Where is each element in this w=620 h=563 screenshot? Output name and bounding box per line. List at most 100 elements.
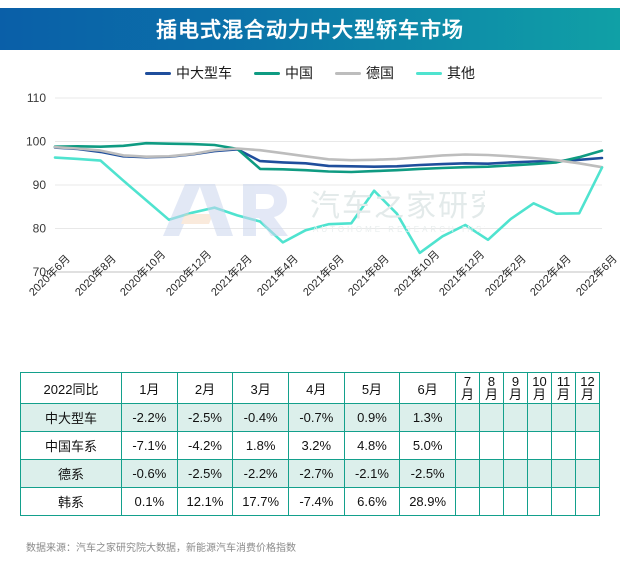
table-cell <box>527 403 552 432</box>
table-cell: 5.0% <box>399 431 456 460</box>
line-chart-svg: 70 80 90 100 110 <box>26 91 604 279</box>
table-cell <box>479 403 504 432</box>
y-axis-tick-label: 100 <box>26 135 46 149</box>
legend-item-2[interactable]: 德国 <box>335 63 394 83</box>
legend-item-label: 德国 <box>366 65 394 81</box>
series-line-3 <box>53 156 604 255</box>
table-cell <box>551 431 576 460</box>
table-cell <box>575 487 600 516</box>
x-axis-labels: 2020年6月 2020年8月 2020年10月 2020年12月 2021年2月 202… <box>0 249 620 360</box>
series-line-1 <box>53 141 604 174</box>
table-cell <box>503 431 528 460</box>
table-header-month: 2月 <box>176 372 234 404</box>
line-swatch <box>145 71 171 75</box>
legend-item-0[interactable]: 中大型车 <box>145 63 232 83</box>
table-header-month: 1月 <box>121 372 178 404</box>
table-cell <box>503 459 528 488</box>
table-cell <box>455 431 480 460</box>
table-cell: 6.6% <box>343 487 401 516</box>
table-header-month: 3月 <box>232 372 289 404</box>
table-cell: -2.5% <box>399 459 456 488</box>
table-cell: -2.7% <box>287 459 345 488</box>
table-header-month: 4月 <box>287 372 345 404</box>
table-header-month: 12 月 <box>575 372 600 404</box>
table-cell <box>503 487 528 516</box>
table-header-month: 5月 <box>343 372 401 404</box>
table-cell: -2.2% <box>121 403 178 432</box>
table-cell: -2.2% <box>232 459 289 488</box>
table-cell <box>503 403 528 432</box>
series-line-2 <box>53 145 604 169</box>
chart-legend: 中大型车 中国 德国 其他 <box>0 60 620 86</box>
table-cell: -2.5% <box>176 459 234 488</box>
table-cell: 0.1% <box>121 487 178 516</box>
page-title: 插电式混合动力中大型轿车市场 <box>156 19 464 42</box>
table-cell <box>551 403 576 432</box>
table-cell: -4.2% <box>176 431 234 460</box>
table-header-month: 10 月 <box>527 372 552 404</box>
table-cell: 17.7% <box>232 487 289 516</box>
table-cell <box>551 487 576 516</box>
table-row-label: 中国车系 <box>20 431 122 460</box>
table-cell: 4.8% <box>343 431 401 460</box>
source-note: 数据来源：汽车之家研究院大数据，新能源汽车消费价格指数 <box>26 543 296 554</box>
y-axis-tick-label: 90 <box>33 178 47 192</box>
table-body: 中大型车 -2.2% -2.5% -0.4% -0.7% 0.9% 1.3% 中国车系 -7.1… <box>20 403 600 516</box>
line-swatch <box>416 71 442 75</box>
table-cell <box>527 459 552 488</box>
y-axis-tick-label: 80 <box>33 222 47 236</box>
table-cell <box>575 403 600 432</box>
table-cell: 12.1% <box>176 487 234 516</box>
table-row: 韩系 0.1% 12.1% 17.7% -7.4% 6.6% 28.9% <box>20 487 600 516</box>
table-cell: -7.1% <box>121 431 178 460</box>
table-header-row: 2022同比 1月 2月 3月 4月 5月 6月 7 月 8 月 9 月 10 月 11 月 12 月 <box>20 372 600 404</box>
table-cell <box>575 459 600 488</box>
table-cell: 3.2% <box>287 431 345 460</box>
table-cell: -7.4% <box>287 487 345 516</box>
comparison-table-wrap: 2022同比 1月 2月 3月 4月 5月 6月 7 月 8 月 9 月 10 月 11 月 12 月 中大型车 -2… <box>20 372 600 516</box>
table-cell: 1.8% <box>232 431 289 460</box>
table-cell: -0.4% <box>232 403 289 432</box>
table-cell <box>479 459 504 488</box>
chart-header-banner: 插电式混合动力中大型轿车市场 <box>0 8 620 50</box>
yoy-comparison-table: 2022同比 1月 2月 3月 4月 5月 6月 7 月 8 月 9 月 10 月 11 月 12 月 中大型车 -2… <box>20 372 600 516</box>
table-row: 中大型车 -2.2% -2.5% -0.4% -0.7% 0.9% 1.3% <box>20 403 600 432</box>
table-cell <box>455 487 480 516</box>
table-row: 德系 -0.6% -2.5% -2.2% -2.7% -2.1% -2.5% <box>20 459 600 488</box>
table-row-label: 德系 <box>20 459 122 488</box>
table-cell <box>527 431 552 460</box>
table-cell: -2.5% <box>176 403 234 432</box>
legend-item-label: 中大型车 <box>176 65 232 81</box>
table-cell: -0.7% <box>287 403 345 432</box>
table-cell <box>527 487 552 516</box>
y-axis-tick-label: 70 <box>33 265 47 279</box>
table-cell: 1.3% <box>399 403 456 432</box>
line-swatch <box>335 71 361 75</box>
table-cell <box>455 459 480 488</box>
legend-item-label: 其他 <box>447 65 475 81</box>
table-cell <box>551 459 576 488</box>
table-row: 中国车系 -7.1% -4.2% 1.8% 3.2% 4.8% 5.0% <box>20 431 600 460</box>
legend-item-1[interactable]: 中国 <box>254 63 313 83</box>
table-row-label: 中大型车 <box>20 403 122 432</box>
table-cell <box>575 431 600 460</box>
line-swatch <box>254 71 280 75</box>
table-cell: -2.1% <box>343 459 401 488</box>
table-cell <box>479 431 504 460</box>
table-cell: -0.6% <box>121 459 178 488</box>
y-axis-tick-label: 110 <box>27 91 46 105</box>
table-cell: 0.9% <box>343 403 401 432</box>
table-header-month: 11 月 <box>551 372 576 404</box>
table-header-month: 6月 <box>399 372 456 404</box>
table-row-label: 韩系 <box>20 487 122 516</box>
table-cell <box>479 487 504 516</box>
table-header-corner: 2022同比 <box>20 372 122 404</box>
table-cell <box>455 403 480 432</box>
legend-item-3[interactable]: 其他 <box>416 63 475 83</box>
legend-item-label: 中国 <box>285 65 313 81</box>
table-cell: 28.9% <box>399 487 456 516</box>
